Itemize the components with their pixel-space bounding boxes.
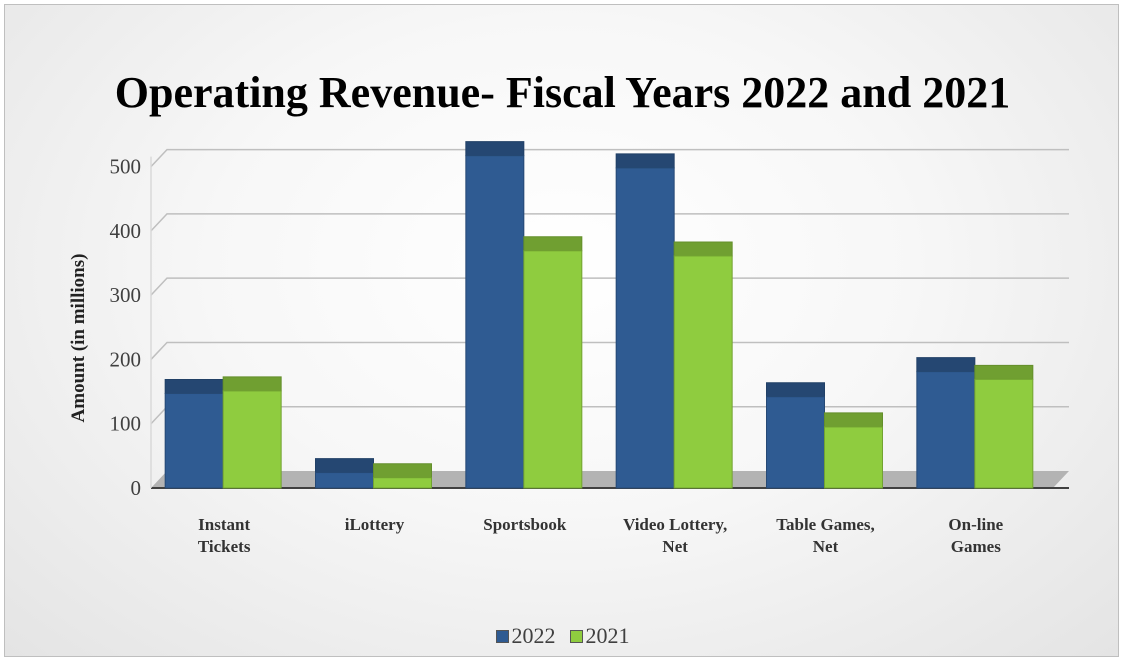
- x-category-label: iLottery: [345, 515, 405, 534]
- y-axis-title: Amount (in millions): [68, 254, 89, 423]
- legend-swatch: [495, 629, 509, 643]
- bar-2022-0: [164, 393, 224, 489]
- legend-item: 2022: [495, 623, 556, 649]
- bar-top-2021-1: [373, 463, 432, 479]
- y-tick-label: 300: [110, 283, 142, 307]
- x-category-label: On-line: [948, 515, 1003, 534]
- gridline: [150, 213, 1069, 232]
- bar-2021-5: [974, 378, 1034, 489]
- legend-swatch: [569, 629, 583, 643]
- bar-2021-1: [373, 477, 432, 489]
- x-category-label: Tickets: [198, 537, 251, 556]
- gridline: [150, 148, 1069, 168]
- bar-top-2021-3: [673, 241, 733, 257]
- y-tick-label: 400: [110, 219, 142, 243]
- legend-label: 2021: [585, 623, 630, 648]
- x-category-label: Net: [662, 537, 688, 556]
- x-category-label: Table Games,: [776, 515, 875, 534]
- x-category-label: Video Lottery,: [623, 515, 727, 534]
- bar-2022-5: [916, 371, 976, 489]
- chart-area: Operating Revenue- Fiscal Years 2022 and…: [4, 4, 1119, 657]
- legend-label: 2022: [511, 623, 556, 648]
- x-category-label: Sportsbook: [483, 515, 567, 534]
- plot-area: 0 100 200 300 400 500 Amount (in millions) Inst…: [68, 141, 1069, 556]
- y-tick-label: 0: [131, 476, 142, 500]
- bar-2021-4: [824, 426, 883, 489]
- y-tick-label: 200: [110, 347, 142, 371]
- legend: 2022 2021: [5, 623, 1120, 649]
- bar-2021-2: [523, 250, 583, 489]
- x-category-label: Games: [951, 537, 1001, 556]
- bar-2022-4: [766, 396, 825, 489]
- bar-top-2021-4: [824, 412, 883, 428]
- bar-top-2022-1: [315, 458, 374, 474]
- bar-top-2022-3: [615, 153, 675, 169]
- bar-top-2021-2: [523, 236, 583, 252]
- x-category-label: Net: [813, 537, 839, 556]
- bar-top-2022-5: [916, 357, 976, 373]
- legend-item: 2021: [569, 623, 630, 649]
- bar-2021-0: [222, 390, 282, 489]
- y-tick-label: 500: [110, 155, 142, 179]
- x-category-label: Instant: [198, 515, 250, 534]
- bar-top-2021-0: [222, 376, 282, 392]
- chart-title: Operating Revenue- Fiscal Years 2022 and…: [114, 68, 1011, 117]
- bar-2022-3: [615, 167, 675, 489]
- bar-top-2022-2: [465, 141, 525, 157]
- bar-2022-1: [315, 472, 374, 489]
- bar-top-2022-0: [164, 379, 224, 395]
- bar-top-2022-4: [766, 382, 825, 398]
- bar-2022-2: [465, 155, 525, 489]
- gridline: [150, 341, 1069, 360]
- gridline: [150, 277, 1069, 296]
- bar-2021-3: [673, 255, 733, 489]
- y-tick-label: 100: [110, 412, 142, 436]
- bar-top-2021-5: [974, 364, 1034, 380]
